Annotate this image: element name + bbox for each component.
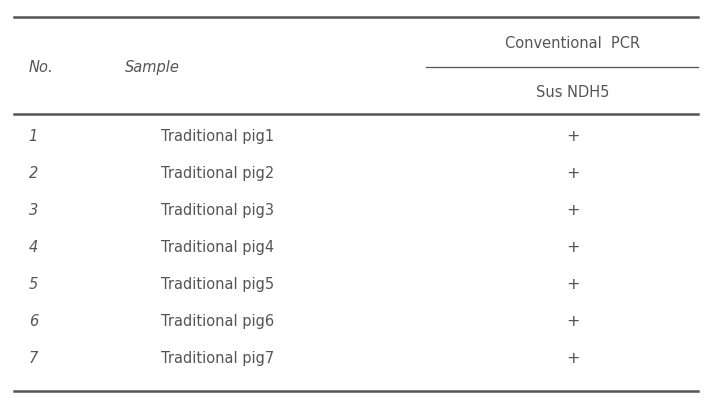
Text: +: + xyxy=(566,129,579,144)
Text: 1: 1 xyxy=(29,129,38,144)
Text: +: + xyxy=(566,313,579,328)
Text: Traditional pig4: Traditional pig4 xyxy=(161,240,274,254)
Text: 6: 6 xyxy=(29,313,38,328)
Text: Traditional pig6: Traditional pig6 xyxy=(161,313,274,328)
Text: Traditional pig2: Traditional pig2 xyxy=(161,166,274,181)
Text: +: + xyxy=(566,203,579,218)
Text: No.: No. xyxy=(29,60,53,75)
Text: Traditional pig3: Traditional pig3 xyxy=(161,203,274,218)
Text: +: + xyxy=(566,350,579,365)
Text: Traditional pig5: Traditional pig5 xyxy=(161,276,274,291)
Text: +: + xyxy=(566,166,579,181)
Text: Conventional  PCR: Conventional PCR xyxy=(505,36,640,50)
Text: 4: 4 xyxy=(29,240,38,254)
Text: Sample: Sample xyxy=(125,60,180,75)
Text: 7: 7 xyxy=(29,350,38,365)
Text: Traditional pig7: Traditional pig7 xyxy=(161,350,274,365)
Text: +: + xyxy=(566,240,579,254)
Text: 3: 3 xyxy=(29,203,38,218)
Text: +: + xyxy=(566,276,579,291)
Text: Sus NDH5: Sus NDH5 xyxy=(536,85,609,99)
Text: 2: 2 xyxy=(29,166,38,181)
Text: 5: 5 xyxy=(29,276,38,291)
Text: Traditional pig1: Traditional pig1 xyxy=(161,129,274,144)
